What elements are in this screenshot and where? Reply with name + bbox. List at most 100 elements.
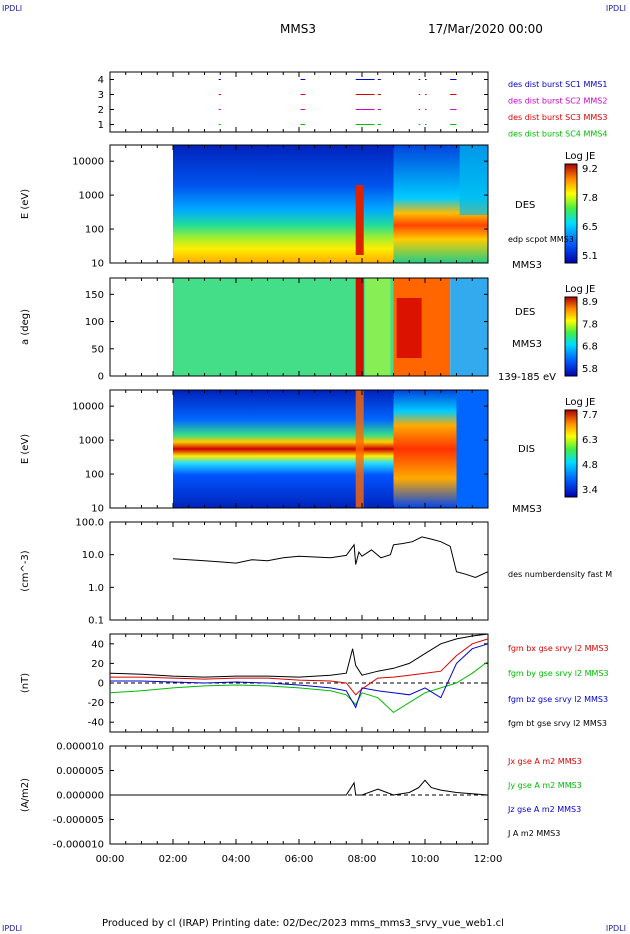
des-energy-side-label: edp scpot MMS3 [508, 235, 574, 244]
density-frame [109, 521, 489, 621]
dis-energy-side-label: DIS [518, 444, 535, 455]
dis-energy-colorbar-tick: 3.4 [582, 485, 598, 496]
des-energy-side-label: DES [515, 200, 535, 211]
density-ylabel: (cm^-3) [20, 550, 31, 591]
corner-label-bottom-left: IPDLI [2, 924, 23, 933]
des-pitch-mid [365, 278, 391, 376]
dis-energy-heatmap-late [393, 390, 457, 508]
des-pitch-ytick-label: 100 [85, 317, 104, 328]
des-pitch-colorbar-tick: 5.8 [582, 364, 598, 375]
time-tick-label: 12:00 [474, 854, 503, 865]
magnetic-field-series-line [109, 633, 489, 678]
density-ytick-label: 100.0 [75, 518, 104, 529]
dis-energy-ytick-label: 100 [85, 470, 104, 481]
magnetic-field-ytick-label: 0 [98, 679, 104, 690]
current-density-legend-entry: Jz gse A m2 MMS3 [507, 805, 581, 814]
des-pitch-colorbar [564, 296, 578, 377]
magnetic-field-series-line [109, 661, 489, 714]
des-energy-ytick-label: 100 [85, 225, 104, 236]
magnetic-field-ylabel: (nT) [20, 673, 31, 693]
burst-ytick-label: 4 [98, 75, 104, 86]
magnetic-field-series-line [110, 643, 489, 709]
corner-label-bottom-right: IPDLI [605, 924, 626, 933]
des-energy-ytick-label: 10 [91, 259, 104, 270]
des-pitch-ylabel: a (deg) [20, 309, 31, 345]
des-pitch-side-label: DES [515, 307, 535, 318]
current-density-series-line [110, 779, 489, 796]
des-energy-ytick-label: 10000 [72, 157, 104, 168]
datetime-title: 17/Mar/2020 00:00 [428, 22, 543, 36]
corner-label-top-left: IPDLI [2, 4, 23, 13]
dis-energy-colorbar-title: Log JE [565, 397, 595, 408]
density-ytick-label: 1.0 [88, 583, 104, 594]
time-tick-label: 10:00 [411, 854, 440, 865]
burst-ytick-label: 1 [98, 120, 104, 131]
corner-label-top-right: IPDLI [605, 4, 626, 13]
des-energy-high-patch [459, 145, 488, 215]
dis-energy-ylabel: E (eV) [20, 434, 31, 464]
des-pitch-colorbar-tick: 6.8 [582, 342, 598, 353]
dis-energy-streak [355, 390, 364, 508]
burst-legend-entry: des dist burst SC4 MMS4 [508, 130, 607, 139]
time-tick-label: 00:00 [96, 854, 125, 865]
burst-legend-entry: des dist burst SC2 MMS2 [508, 97, 607, 106]
des-pitch-tail [450, 278, 488, 376]
magnetic-field-legend-entry: fgm bt gse srvy l2 MMS3 [508, 719, 607, 728]
density-series-line [172, 536, 489, 579]
magnetic-field-series-line [110, 638, 489, 696]
time-tick-label: 06:00 [285, 854, 314, 865]
current-density-ytick-label: 0.000005 [56, 766, 104, 777]
des-energy-colorbar-tick: 9.2 [582, 164, 598, 175]
des-energy-side-label: MMS3 [512, 260, 542, 271]
des-energy-ytick-label: 1000 [79, 191, 104, 202]
magnetic-field-legend-entry: fgm bz gse srvy l2 MMS3 [508, 695, 608, 704]
dis-energy-colorbar-tick: 7.7 [582, 410, 598, 421]
current-density-ytick-label: -0.000005 [53, 815, 104, 826]
magnetic-field-ytick-label: -40 [88, 718, 104, 729]
des-energy-ylabel: E (eV) [20, 189, 31, 219]
des-energy-colorbar-title: Log JE [565, 151, 595, 162]
dis-energy-ytick-label: 10 [91, 504, 104, 515]
magnetic-field-legend-entry: fgm by gse srvy l2 MMS3 [508, 669, 609, 678]
magnetic-field-ytick-label: 20 [91, 659, 104, 670]
dis-energy-ytick-label: 10000 [72, 402, 104, 413]
des-pitch-colorbar-tick: 7.8 [582, 319, 598, 330]
time-tick-label: 04:00 [222, 854, 251, 865]
des-pitch-side-label: 139-185 eV [498, 372, 556, 383]
current-density-ylabel: (A/m2) [20, 778, 31, 812]
spacecraft-title: MMS3 [280, 22, 316, 36]
current-density-legend-entry: Jy gse A m2 MMS3 [507, 781, 582, 790]
current-density-legend-entry: J A m2 MMS3 [507, 829, 560, 838]
dis-energy-tail [456, 390, 488, 508]
current-density-ytick-label: 0.000010 [56, 742, 104, 753]
des-pitch-side-label: MMS3 [512, 339, 542, 350]
burst-legend-entry: des dist burst SC1 MMS1 [508, 80, 607, 89]
des-energy-colorbar-tick: 7.8 [582, 193, 598, 204]
burst-ytick-label: 2 [98, 105, 104, 116]
time-tick-label: 08:00 [348, 854, 377, 865]
magnetic-field-ytick-label: -20 [88, 698, 104, 709]
magnetic-field-legend-entry: fgm bx gse srvy l2 MMS3 [508, 644, 609, 653]
des-energy-colorbar [564, 163, 578, 264]
des-pitch-core [396, 298, 422, 358]
des-energy-colorbar-tick: 6.5 [582, 222, 598, 233]
density-ytick-label: 10.0 [82, 550, 104, 561]
des-pitch-ytick-label: 0 [98, 372, 104, 383]
dis-energy-colorbar-tick: 6.3 [582, 435, 598, 446]
burst-legend-entry: des dist burst SC3 MMS3 [508, 113, 607, 122]
des-pitch-streak [355, 278, 364, 376]
burst-ytick-label: 3 [98, 90, 104, 101]
dis-energy-colorbar [564, 409, 578, 498]
current-density-ytick-label: 0.000000 [56, 791, 104, 802]
density-legend-entry: des numberdensity fast M [508, 570, 612, 579]
des-energy-colorbar-tick: 5.1 [582, 251, 598, 262]
dis-energy-ytick-label: 1000 [79, 436, 104, 447]
time-tick-label: 02:00 [159, 854, 188, 865]
des-pitch-ytick-label: 150 [85, 290, 104, 301]
des-energy-burst-streak [355, 185, 364, 255]
current-density-legend-entry: Jx gse A m2 MMS3 [507, 757, 582, 766]
dis-energy-colorbar-tick: 4.8 [582, 460, 598, 471]
magnetic-field-ytick-label: 40 [91, 639, 104, 650]
des-pitch-colorbar-tick: 8.9 [582, 297, 598, 308]
